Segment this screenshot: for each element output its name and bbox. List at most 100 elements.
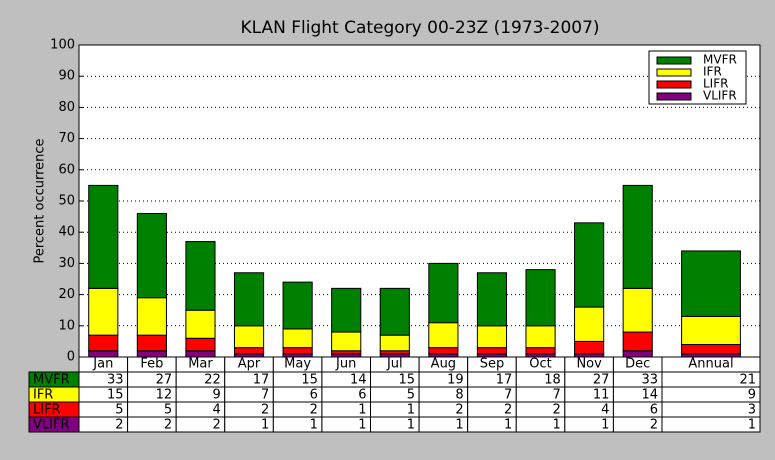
y-tick-label: 100	[50, 38, 75, 53]
table-value: 11	[593, 388, 610, 403]
legend-label: LIFR	[703, 77, 728, 91]
table-value: 1	[504, 418, 512, 433]
y-tick-label: 80	[58, 100, 75, 115]
table-value: 6	[358, 388, 366, 403]
x-tick-label: Dec	[625, 357, 650, 372]
table-cell	[661, 416, 761, 433]
table-value: 1	[261, 418, 269, 433]
table-value: 7	[553, 388, 561, 403]
x-tick-label: May	[284, 357, 311, 372]
x-tick-label: Aug	[431, 357, 456, 372]
bar-segment	[525, 325, 556, 349]
table-value: 6	[310, 388, 318, 403]
bar-segment	[428, 262, 459, 324]
table-value: 1	[358, 418, 366, 433]
x-tick-label: Apr	[238, 357, 261, 372]
bar-segment	[681, 344, 741, 355]
bar-segment	[185, 309, 216, 339]
table-value: 4	[601, 403, 609, 418]
table-value: 1	[310, 418, 318, 433]
y-tick-label: 0	[67, 350, 75, 365]
table-value: 22	[204, 373, 221, 388]
legend-label: VLIFR	[703, 89, 737, 103]
chart-title: KLAN Flight Category 00-23Z (1973-2007)	[240, 18, 599, 38]
bar-segment	[574, 306, 605, 342]
table-value: 5	[407, 388, 415, 403]
bar-segment	[136, 212, 167, 299]
bar-segment	[379, 287, 410, 336]
y-tick-label: 50	[58, 194, 75, 209]
bar-segment	[428, 322, 459, 349]
table-value: 9	[212, 388, 220, 403]
table-value: 2	[115, 418, 123, 433]
bar-segment	[428, 347, 459, 355]
x-tick-label: Jan	[92, 357, 113, 372]
table-cell	[661, 401, 761, 418]
table-value: 5	[115, 403, 123, 418]
table-row-label: IFR	[33, 388, 53, 403]
bar-segment	[282, 347, 313, 355]
bar-segment	[233, 325, 265, 349]
y-tick-label: 40	[58, 225, 75, 240]
bar-segment	[88, 184, 119, 289]
x-tick-label: Mar	[188, 357, 213, 372]
y-tick-label: 60	[58, 162, 75, 177]
x-tick-label: Oct	[529, 357, 551, 372]
y-tick-label: 10	[58, 318, 75, 333]
table-value: 6	[650, 403, 658, 418]
table-value: 15	[301, 373, 318, 388]
table-row-label: MVFR	[33, 373, 70, 388]
y-tick-label: 20	[58, 287, 75, 302]
table-value: 18	[544, 373, 561, 388]
y-axis-label: Percent occurrence	[33, 138, 48, 263]
x-tick-label: Jun	[335, 357, 356, 372]
table-value: 2	[212, 418, 220, 433]
bar-segment	[185, 241, 216, 311]
x-tick-label: Annual	[688, 357, 733, 372]
bar-segment	[379, 334, 410, 352]
table-value: 2	[650, 418, 658, 433]
legend-swatch	[656, 56, 692, 65]
bar-segment	[574, 222, 605, 308]
bar-segment	[476, 325, 508, 349]
legend-swatch	[656, 68, 692, 77]
legend-swatch	[656, 92, 692, 101]
table-value: 1	[358, 403, 366, 418]
table-value: 2	[310, 403, 318, 418]
bar-segment	[233, 272, 265, 327]
bar-segment	[681, 315, 741, 346]
bar-segment	[185, 337, 216, 352]
table-value: 27	[593, 373, 610, 388]
legend-label: IFR	[703, 65, 722, 79]
bar-segment	[525, 269, 556, 327]
bar-segment	[282, 328, 313, 349]
y-tick-label: 70	[58, 131, 75, 146]
table-row-label: LIFR	[33, 403, 61, 418]
table-value: 1	[455, 418, 463, 433]
table-value: 19	[447, 373, 464, 388]
table-value: 1	[407, 418, 415, 433]
table-value: 1	[601, 418, 609, 433]
table-value: 2	[455, 403, 463, 418]
table-value: 27	[156, 373, 173, 388]
bar-segment	[476, 272, 508, 327]
table-value: 1	[407, 403, 415, 418]
bar-segment	[622, 331, 653, 352]
table-value: 5	[164, 403, 172, 418]
legend-label: MVFR	[703, 53, 737, 67]
table-value: 21	[739, 373, 756, 388]
table-value: 15	[107, 388, 124, 403]
x-tick-label: Jul	[386, 357, 403, 372]
bar-segment	[525, 347, 556, 355]
legend-swatch	[656, 80, 692, 89]
x-tick-label: Sep	[480, 357, 505, 372]
bar-segment	[136, 334, 167, 352]
x-tick-label: Feb	[140, 357, 163, 372]
bar-segment	[88, 287, 119, 336]
bar-segment	[282, 281, 313, 330]
bar-segment	[574, 340, 605, 355]
bar-segment	[622, 184, 653, 289]
bar-segment	[476, 347, 508, 355]
bar-segment	[331, 287, 362, 333]
